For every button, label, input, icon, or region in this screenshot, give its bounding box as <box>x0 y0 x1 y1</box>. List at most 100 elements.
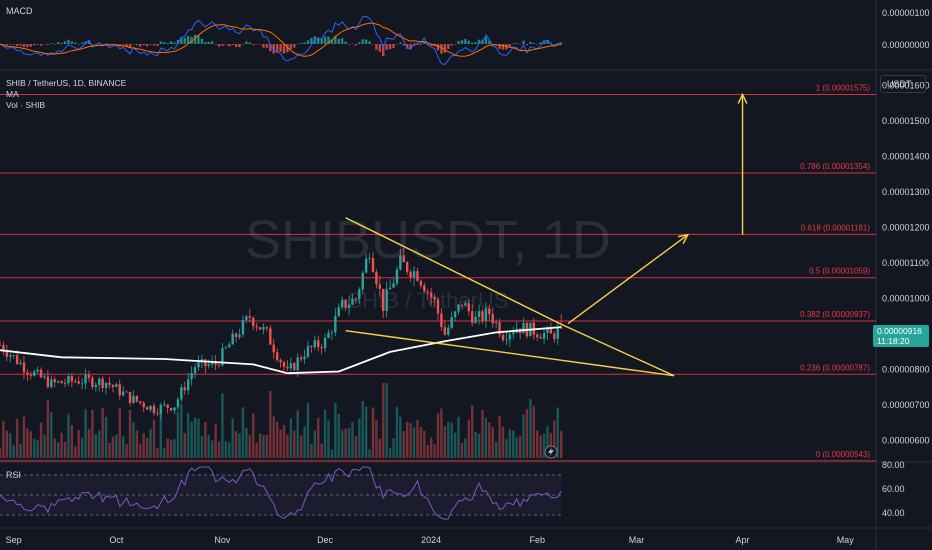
candle-body[interactable] <box>306 346 310 357</box>
currency-button[interactable]: USDT <box>880 75 926 93</box>
candle-body[interactable] <box>416 271 419 281</box>
candle-body[interactable] <box>12 355 15 356</box>
candle-body[interactable] <box>53 379 56 383</box>
candle-body[interactable] <box>491 314 494 324</box>
legend-ma[interactable]: MA <box>6 89 19 99</box>
candle-body[interactable] <box>344 299 347 309</box>
candle-body[interactable] <box>84 375 87 384</box>
candle-body[interactable] <box>488 308 491 315</box>
candle-body[interactable] <box>327 332 330 338</box>
candle-body[interactable] <box>310 346 313 348</box>
candle-body[interactable] <box>91 377 94 388</box>
candle-body[interactable] <box>453 311 457 318</box>
candle-body[interactable] <box>447 327 450 335</box>
candle-body[interactable] <box>50 379 53 388</box>
candle-body[interactable] <box>128 391 132 403</box>
candle-body[interactable] <box>395 269 399 284</box>
candle-body[interactable] <box>159 404 163 414</box>
candle-body[interactable] <box>173 407 176 411</box>
candle-body[interactable] <box>556 327 559 339</box>
candle-body[interactable] <box>63 383 67 384</box>
candle-body[interactable] <box>330 332 334 334</box>
candle-body[interactable] <box>0 344 2 346</box>
trendline[interactable] <box>345 217 562 325</box>
candle-body[interactable] <box>36 369 39 372</box>
candle-body[interactable] <box>433 297 436 300</box>
candle-body[interactable] <box>275 352 279 361</box>
candle-body[interactable] <box>286 366 289 369</box>
candle-body[interactable] <box>317 340 320 348</box>
candle-body[interactable] <box>406 262 409 272</box>
candle-body[interactable] <box>320 347 323 349</box>
candle-body[interactable] <box>115 384 118 388</box>
trendline[interactable] <box>560 323 675 377</box>
candle-body[interactable] <box>385 289 388 311</box>
candle-body[interactable] <box>539 337 542 339</box>
trendline[interactable] <box>345 329 675 377</box>
candle-body[interactable] <box>176 399 180 408</box>
candle-body[interactable] <box>104 382 108 388</box>
candle-body[interactable] <box>166 404 169 408</box>
candle-body[interactable] <box>378 284 382 289</box>
candle-body[interactable] <box>74 381 77 383</box>
candle-body[interactable] <box>303 356 306 360</box>
candle-body[interactable] <box>419 280 423 286</box>
candle-body[interactable] <box>19 362 22 364</box>
candle-body[interactable] <box>471 311 474 323</box>
rsi-label[interactable]: RSI <box>6 470 22 480</box>
candle-body[interactable] <box>98 378 101 385</box>
candle-body[interactable] <box>46 376 50 388</box>
candle-body[interactable] <box>101 378 104 388</box>
candle-body[interactable] <box>125 391 128 393</box>
candle-body[interactable] <box>440 313 443 328</box>
candle-body[interactable] <box>293 363 296 371</box>
candle-body[interactable] <box>409 271 412 278</box>
candle-body[interactable] <box>481 311 484 321</box>
candle-body[interactable] <box>228 344 231 348</box>
candle-body[interactable] <box>67 376 70 384</box>
trendlines[interactable] <box>345 217 675 377</box>
candle-body[interactable] <box>197 362 200 368</box>
candle-body[interactable] <box>337 307 340 317</box>
candle-body[interactable] <box>132 395 135 403</box>
time-axis[interactable]: Sep Oct Nov Dec 2024 Feb Mar Apr May <box>6 535 855 545</box>
candle-body[interactable] <box>450 317 453 328</box>
lightning-icon[interactable] <box>544 445 558 459</box>
candle-body[interactable] <box>180 387 183 400</box>
candle-body[interactable] <box>296 357 299 371</box>
candle-body[interactable] <box>217 365 221 366</box>
arrow-line[interactable] <box>567 234 689 325</box>
candle-body[interactable] <box>399 255 402 270</box>
candle-body[interactable] <box>121 391 125 396</box>
candle-body[interactable] <box>169 407 173 411</box>
candle-body[interactable] <box>9 355 12 357</box>
candle-body[interactable] <box>501 334 505 341</box>
candle-body[interactable] <box>323 337 327 349</box>
candle-body[interactable] <box>289 363 293 369</box>
candle-body[interactable] <box>412 271 416 278</box>
candle-body[interactable] <box>241 319 245 335</box>
candle-body[interactable] <box>193 367 197 374</box>
candle-body[interactable] <box>402 255 405 263</box>
candle-body[interactable] <box>207 364 210 367</box>
candle-body[interactable] <box>282 362 286 367</box>
candle-body[interactable] <box>108 382 111 385</box>
fibonacci-levels[interactable]: 1 (0.00001575) 0.786 (0.00001354) 0.618 (0… <box>0 84 876 462</box>
candle-body[interactable] <box>252 317 255 327</box>
candle-body[interactable] <box>94 384 98 388</box>
candle-body[interactable] <box>142 402 145 408</box>
candle-body[interactable] <box>423 285 426 292</box>
candle-body[interactable] <box>542 332 546 339</box>
candle-body[interactable] <box>22 362 26 373</box>
price-axis[interactable]: 0.00001600 0.00001500 0.00001400 0.00001300… <box>882 81 930 446</box>
candle-body[interactable] <box>255 326 258 328</box>
candle-body[interactable] <box>494 322 498 324</box>
candle-body[interactable] <box>234 333 238 337</box>
candle-body[interactable] <box>238 334 241 337</box>
candle-body[interactable] <box>464 303 467 306</box>
candle-body[interactable] <box>299 357 303 360</box>
candle-body[interactable] <box>512 332 515 335</box>
candle-body[interactable] <box>204 359 207 367</box>
candle-body[interactable] <box>224 347 228 349</box>
candle-body[interactable] <box>505 339 508 341</box>
